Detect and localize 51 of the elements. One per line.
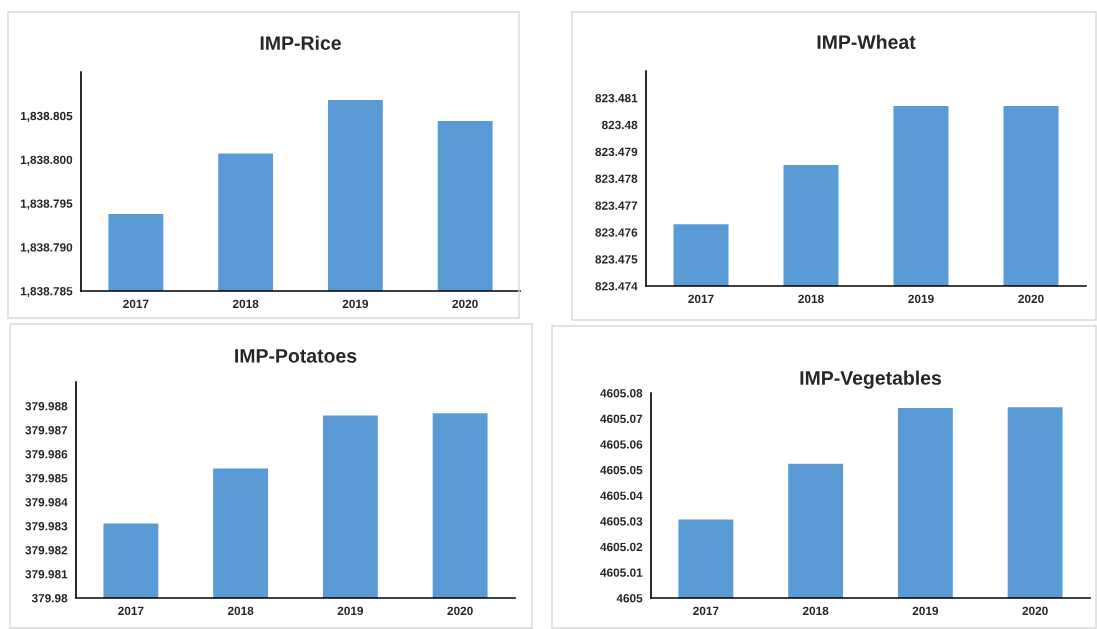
x-tick-label: 2019 [337, 606, 364, 615]
y-tick-label: 4605.08 [600, 389, 643, 398]
y-tick-label: 4605.04 [600, 491, 643, 500]
x-tick-label: 2019 [912, 606, 939, 615]
y-tick-label: 823.479 [595, 147, 638, 157]
x-tick-label: 2019 [908, 294, 934, 303]
x-tick-label: 2019 [342, 299, 369, 308]
x-tick-label: 2017 [693, 606, 719, 615]
x-tick-label: 2020 [1018, 294, 1044, 303]
y-tick-label: 1,838.785 [20, 287, 73, 298]
y-tick-label: 379.985 [25, 474, 68, 483]
y-tick-label: 379.986 [25, 450, 68, 459]
y-tick-label: 4605 [616, 594, 643, 603]
y-tick-label: 1,838.790 [20, 243, 73, 254]
y-tick-label: 379.981 [25, 570, 68, 579]
y-tick-label: 1,838.805 [20, 111, 73, 122]
y-tick-label: 823.474 [595, 282, 638, 291]
x-tick-label: 2018 [798, 294, 824, 303]
y-tick-label: 823.478 [595, 174, 638, 183]
chart-title: IMP-Rice [260, 35, 341, 50]
x-tick-label: 2017 [118, 606, 144, 615]
y-tick-label: 379.982 [25, 546, 68, 555]
y-tick-label: 1,838.800 [20, 155, 73, 166]
x-tick-label: 2018 [232, 299, 259, 308]
chart-title: IMP-Vegetables [800, 370, 942, 389]
x-tick-label: 2018 [227, 606, 254, 615]
y-tick-label: 379.988 [25, 402, 68, 411]
y-tick-label: 4605.03 [600, 517, 643, 526]
y-tick-label: 4605.02 [600, 542, 643, 552]
y-tick-label: 379.987 [25, 426, 68, 435]
y-tick-label: 823.477 [595, 201, 638, 210]
y-tick-label: 379.983 [25, 522, 68, 531]
y-tick-label: 4605.05 [600, 465, 643, 475]
y-tick-label: 4605.06 [600, 440, 643, 449]
x-tick-label: 2020 [452, 299, 478, 308]
chart-title: IMP-Potatoes [235, 349, 357, 363]
x-tick-label: 2018 [802, 606, 829, 615]
y-tick-label: 1,838.795 [20, 199, 73, 210]
x-tick-label: 2017 [123, 299, 149, 308]
y-tick-label: 379.984 [25, 498, 68, 507]
x-tick-label: 2020 [447, 606, 473, 615]
y-tick-label: 4605.01 [600, 568, 643, 577]
y-tick-label: 823.481 [595, 93, 638, 103]
y-tick-label: 823.476 [595, 228, 638, 237]
x-tick-label: 2020 [1022, 606, 1048, 615]
y-tick-label: 379.98 [31, 594, 68, 603]
chart-title: IMP-Wheat [817, 34, 916, 49]
x-tick-label: 2017 [688, 294, 714, 303]
y-tick-label: 823.48 [601, 120, 638, 130]
y-tick-label: 823.475 [595, 255, 638, 264]
y-tick-label: 4605.07 [600, 414, 643, 424]
